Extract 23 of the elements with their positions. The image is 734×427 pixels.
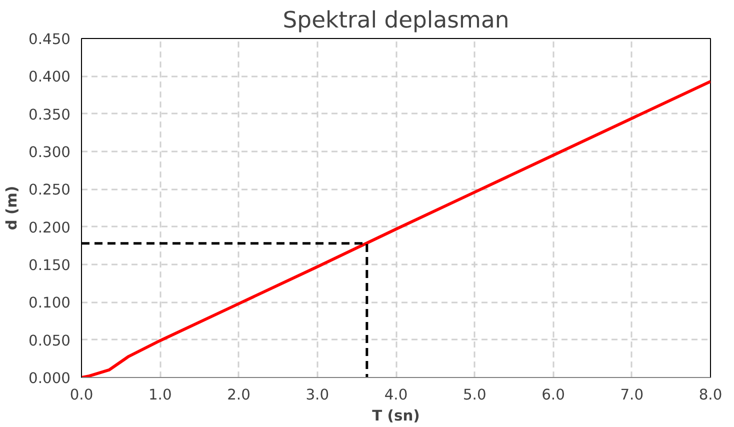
- y-tick-label: 0.100: [28, 294, 71, 312]
- y-tick-label: 0.000: [28, 370, 71, 387]
- x-tick-label: 1.0: [148, 386, 172, 404]
- y-tick-label: 0.050: [28, 332, 71, 350]
- y-tick-label: 0.450: [28, 31, 71, 48]
- y-tick-label: 0.350: [28, 106, 71, 124]
- x-tick-label: 3.0: [306, 386, 330, 404]
- x-tick-label: 6.0: [542, 386, 565, 404]
- x-tick-label: 0.0: [70, 386, 94, 404]
- x-tick-label: 5.0: [462, 386, 486, 404]
- y-tick-label: 0.300: [28, 144, 71, 161]
- x-tick-label: 8.0: [698, 386, 722, 404]
- y-tick-label: 0.150: [28, 257, 71, 274]
- x-tick-label: 4.0: [384, 386, 408, 404]
- x-tick-label: 2.0: [227, 386, 250, 404]
- line-series: [82, 80, 710, 378]
- y-tick-label: 0.400: [28, 68, 71, 86]
- y-tick-label: 0.250: [28, 182, 71, 199]
- x-axis-title: T (sn): [372, 408, 420, 424]
- y-tick-label: 0.200: [28, 219, 71, 236]
- x-tick-label: 7.0: [620, 386, 644, 404]
- y-axis-title: d (m): [4, 186, 21, 230]
- chart-title: Spektral deplasman: [282, 8, 510, 34]
